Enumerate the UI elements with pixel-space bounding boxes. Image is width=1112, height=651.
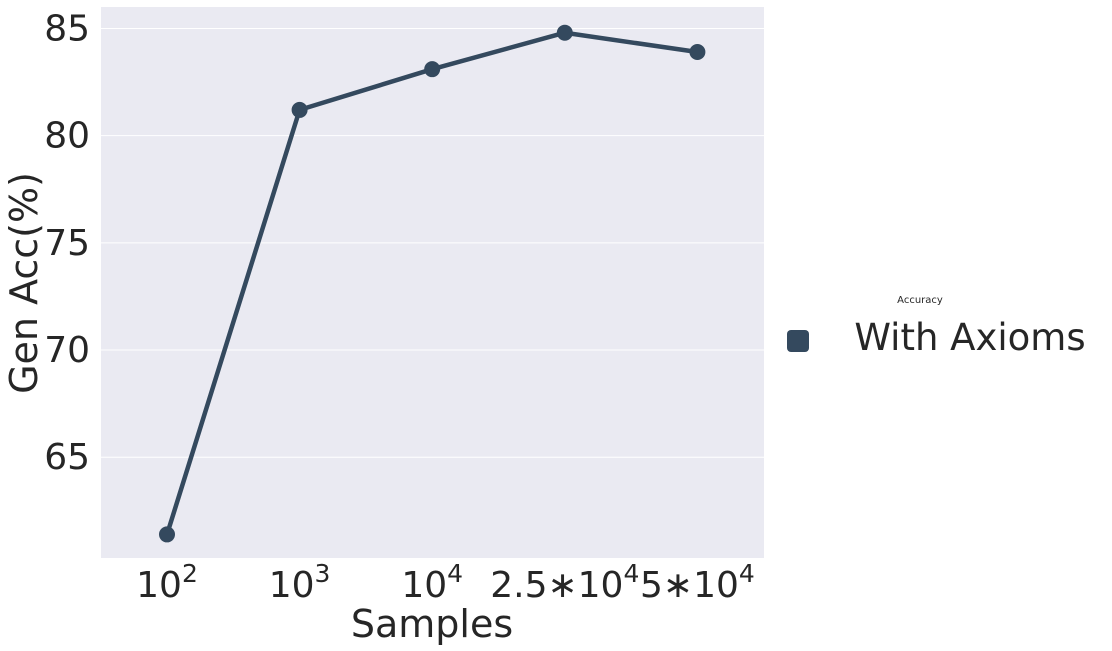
series-group bbox=[159, 24, 706, 543]
x-tick-label: 102 bbox=[136, 559, 198, 606]
x-tick-labels: 102 103 104 2.5∗104 5∗104 bbox=[136, 559, 755, 606]
y-tick-label: 85 bbox=[44, 8, 90, 49]
x-tick-label: 103 bbox=[269, 559, 331, 606]
data-point bbox=[291, 101, 308, 118]
x-axis-label: Samples bbox=[351, 602, 513, 646]
legend-label: With Axioms bbox=[854, 316, 1085, 359]
y-tick-label: 75 bbox=[44, 223, 90, 264]
gridlines bbox=[101, 27, 764, 458]
data-point bbox=[556, 24, 573, 41]
plot-background bbox=[101, 7, 764, 558]
y-axis-label: Gen Acc(%) bbox=[2, 172, 46, 394]
y-tick-labels: 65 70 75 80 85 bbox=[44, 8, 90, 478]
x-tick-label: 104 bbox=[401, 559, 463, 606]
y-tick-label: 70 bbox=[44, 330, 90, 371]
legend-swatch bbox=[787, 330, 809, 352]
x-tick-label: 5∗104 bbox=[640, 559, 755, 606]
y-tick-label: 65 bbox=[44, 437, 90, 478]
data-point bbox=[689, 44, 706, 61]
legend-title: Accuracy bbox=[897, 295, 943, 306]
legend: Accuracy With Axioms bbox=[787, 295, 1086, 359]
data-point bbox=[424, 61, 441, 78]
y-tick-label: 80 bbox=[44, 116, 90, 157]
data-point bbox=[159, 526, 175, 543]
x-tick-label: 2.5∗104 bbox=[490, 559, 639, 606]
